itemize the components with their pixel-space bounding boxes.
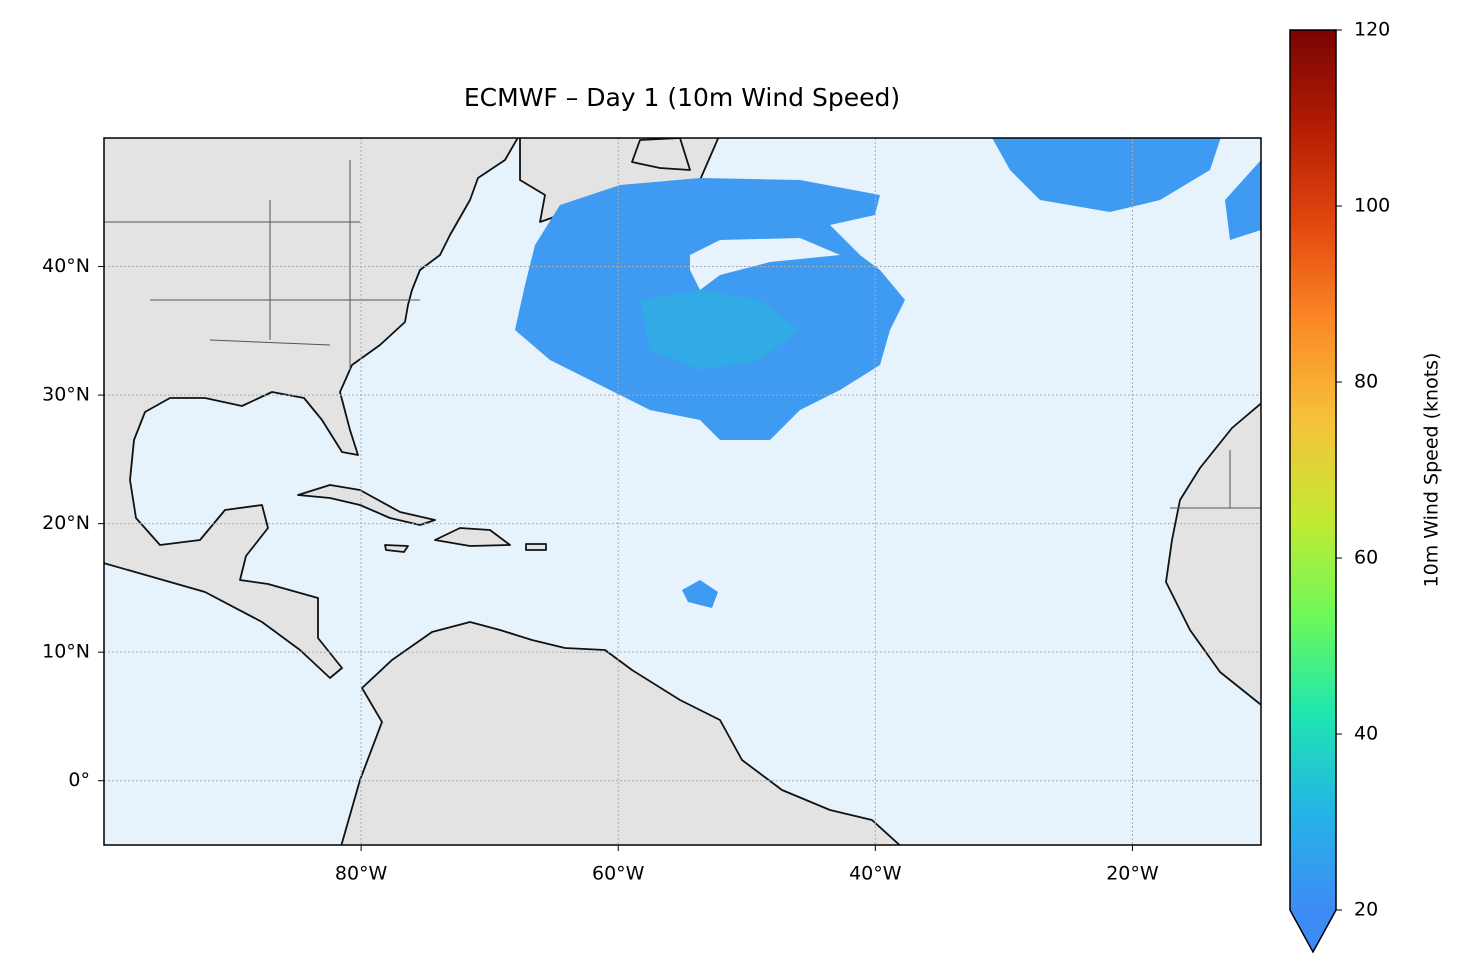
y-tick-label: 20°N [42,512,90,534]
north-america [104,138,519,679]
x-tick-label: 40°W [849,863,902,885]
wind-field-ne [992,138,1221,212]
wind-field-e [1225,160,1261,240]
colorbar-tick-label: 120 [1354,19,1390,41]
colorbar-tick-label: 80 [1354,371,1378,393]
puerto-rico [525,543,547,551]
colorbar [1290,30,1336,910]
colorbar-tick-label: 100 [1354,195,1390,217]
colorbar-tick-label: 40 [1354,723,1378,745]
jamaica [384,544,409,553]
colorbar-tick-label: 20 [1354,899,1378,921]
hispaniola [434,527,511,547]
y-tick-label: 0° [68,769,90,791]
x-tick-label: 80°W [335,863,388,885]
africa [1165,402,1261,706]
map [104,138,1261,845]
chart-title: ECMWF – Day 1 (10m Wind Speed) [464,83,900,112]
colorbar-frame [1289,29,1337,954]
colorbar-label: 10m Wind Speed (knots) [1421,353,1443,588]
colorbar-tick-label: 60 [1354,547,1378,569]
plot-frame [103,137,1262,846]
y-tick-label: 10°N [42,641,90,663]
south-america [340,621,901,845]
y-tick-label: 40°N [42,255,90,277]
y-tick-label: 30°N [42,384,90,406]
colorbar-extend [1290,910,1336,952]
cuba [297,484,436,526]
wind-core [640,290,800,370]
x-tick-label: 20°W [1106,863,1159,885]
wind-patch [682,580,718,608]
x-tick-label: 60°W [592,863,645,885]
borders [104,160,1261,509]
